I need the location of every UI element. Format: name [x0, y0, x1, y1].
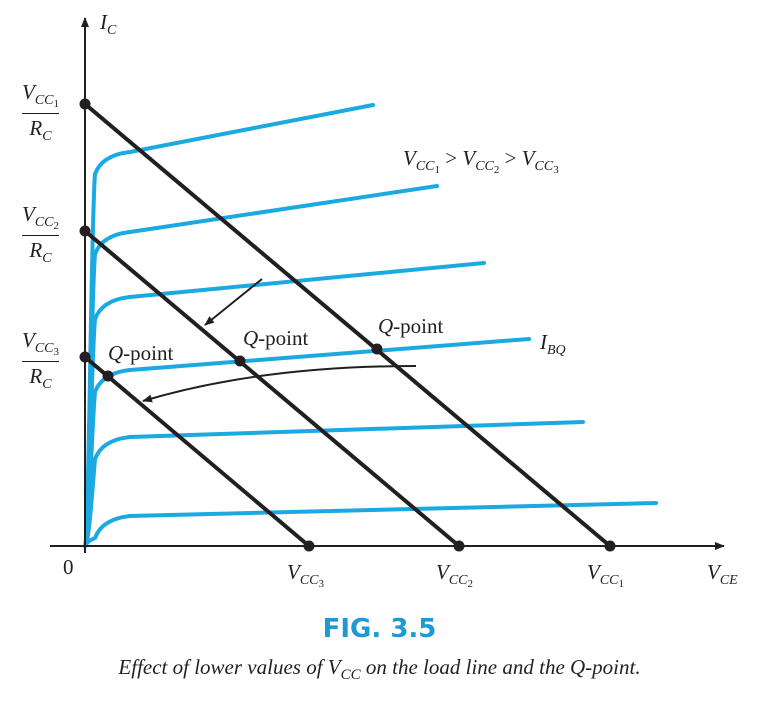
intercept-dot-vcc3-y	[79, 351, 91, 363]
q-point-label-3: Q-point	[108, 341, 174, 365]
q-point-dot-2	[234, 355, 246, 367]
ib-curve-3	[83, 261, 486, 548]
y-intercept-vcc2: VCC2 RC	[22, 202, 60, 266]
y-axis-label: IC	[100, 10, 117, 38]
intercept-dot-vcc2-y	[79, 225, 91, 237]
load-line-vcc2	[83, 229, 461, 548]
q-point-shift-arrow	[142, 365, 417, 403]
intercept-dot-vcc1-y	[79, 98, 91, 110]
intercept-dot-vcc1-x	[604, 540, 616, 552]
characteristic-curves	[83, 103, 658, 548]
q-point-dot-3	[102, 370, 114, 382]
load-line-vcc1	[83, 102, 612, 548]
y-intercept-vcc3: VCC3 RC	[22, 328, 60, 392]
x-intercept-vcc3: VCC3	[287, 560, 325, 590]
ib-curve-5	[83, 420, 585, 548]
ibq-label: IBQ	[540, 330, 566, 358]
x-axis-label: VCE	[707, 560, 738, 588]
load-line-vcc3	[83, 355, 311, 548]
x-intercept-vcc1: VCC1	[587, 560, 625, 590]
origin-label: 0	[63, 555, 74, 579]
ib-curve-6	[83, 501, 658, 548]
figure-number: FIG. 3.5	[322, 614, 437, 644]
q-point-label-1: Q-point	[378, 314, 444, 338]
vcc-relation-label: VCC1 > VCC2 > VCC3	[403, 146, 559, 176]
load-line-shift-arrow	[204, 278, 263, 326]
q-point-dot-1	[371, 343, 383, 355]
x-intercept-vcc2: VCC2	[436, 560, 474, 590]
intercept-dot-vcc3-x	[303, 540, 315, 552]
y-intercept-vcc1: VCC1 RC	[22, 80, 60, 144]
figure-caption: Effect of lower values of VCC on the loa…	[118, 655, 641, 683]
intercept-dot-vcc2-x	[453, 540, 465, 552]
q-point-label-2: Q-point	[243, 326, 309, 350]
